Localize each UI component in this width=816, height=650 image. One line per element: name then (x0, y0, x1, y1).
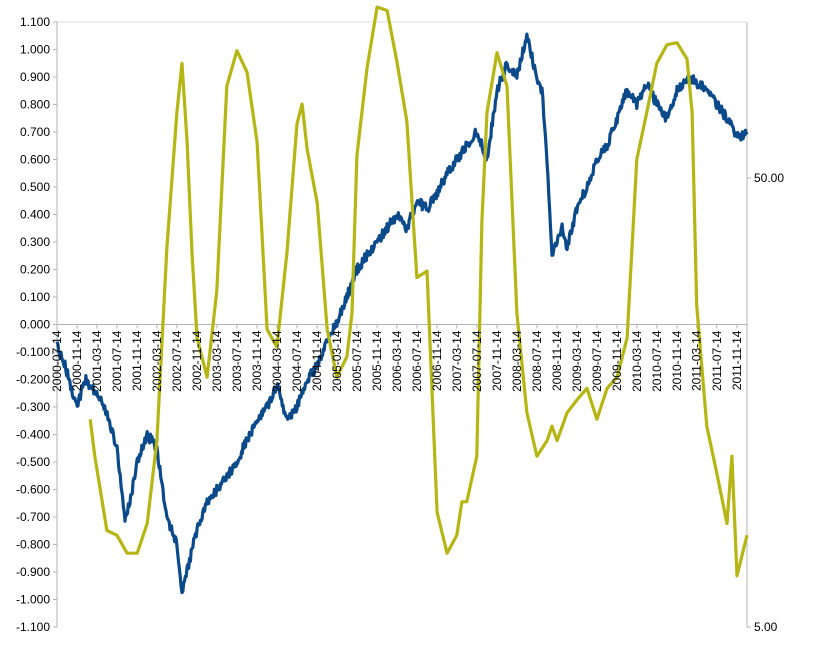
y-left-tick-label: 0.500 (20, 180, 50, 194)
x-tick-label: 2001-03-14 (90, 330, 104, 392)
x-tick-label: 2010-03-14 (630, 330, 644, 392)
y-left-tick-label: -1.100 (16, 620, 50, 634)
y-left-tick-label: 1.000 (20, 43, 50, 57)
y-left-tick-label: -0.400 (16, 428, 50, 442)
x-tick-label: 2005-07-14 (350, 330, 364, 392)
x-tick-label: 2008-11-14 (550, 330, 564, 391)
x-tick-label: 2006-11-14 (430, 330, 444, 391)
series-line-right-axis (88, 5, 749, 578)
x-tick-label: 2005-03-14 (330, 330, 344, 392)
x-tick-label: 2000-11-14 (70, 330, 84, 391)
y-left-tick-label: 0.100 (20, 290, 50, 304)
y-left-tick-label: 0.700 (20, 125, 50, 139)
x-tick-label: 2009-07-14 (590, 330, 604, 392)
x-tick-label: 2007-11-14 (490, 330, 504, 391)
y-left-tick-label: 0.400 (20, 208, 50, 222)
y-right-tick-label: 5.00 (754, 620, 778, 634)
x-tick-label: 2011-11-14 (730, 330, 744, 390)
y-left-tick-label: -0.700 (16, 510, 50, 524)
y-left-tick-label: -0.300 (16, 400, 50, 414)
x-tick-label: 2010-11-14 (670, 330, 684, 391)
y-left-tick-label: 0.200 (20, 263, 50, 277)
x-tick-label: 2000-07-14 (50, 330, 64, 392)
x-tick-label: 2008-03-14 (510, 330, 524, 392)
x-tick-label: 2006-03-14 (390, 330, 404, 392)
x-tick-label: 2011-03-14 (690, 330, 704, 391)
y-left-tick-label: -0.200 (16, 373, 50, 387)
x-tick-label: 2003-07-14 (230, 330, 244, 392)
y-left-tick-label: -0.100 (16, 345, 50, 359)
x-tick-label: 2009-11-14 (610, 330, 624, 391)
y-left-tick-label: 0.000 (20, 318, 50, 332)
axes-group (53, 21, 751, 628)
y-left-tick-label: -0.500 (16, 455, 50, 469)
series-layer (55, 5, 749, 595)
x-tick-label: 2001-11-14 (130, 330, 144, 391)
tick-labels: 1.100 1.000 0.900 0.800 0.700 0.600 0.500 0.400… (16, 15, 784, 634)
x-tick-label: 2004-07-14 (290, 330, 304, 392)
y-left-tick-label: 0.300 (20, 235, 50, 249)
y-left-tick-label: 1.100 (20, 15, 50, 29)
x-tick-label: 2006-07-14 (410, 330, 424, 392)
x-tick-label: 2003-11-14 (250, 330, 264, 391)
x-tick-label: 2007-03-14 (450, 330, 464, 392)
x-tick-label: 2004-03-14 (270, 330, 284, 392)
series-line-left-axis (55, 32, 749, 595)
x-tick-label: 2011-07-14 (710, 330, 724, 391)
y-left-tick-label: -0.600 (16, 483, 50, 497)
x-tick-label: 2009-03-14 (570, 330, 584, 392)
y-left-tick-label: 0.900 (20, 70, 50, 84)
x-tick-label: 2005-11-14 (370, 330, 384, 391)
y-left-tick-label: -0.900 (16, 565, 50, 579)
y-left-tick-label: 0.800 (20, 98, 50, 112)
x-tick-label: 2010-07-14 (650, 330, 664, 392)
y-left-tick-label: -0.800 (16, 538, 50, 552)
y-right-tick-label: 50.00 (754, 171, 784, 185)
y-left-tick-label: 0.600 (20, 153, 50, 167)
x-tick-label: 2004-11-14 (310, 330, 324, 391)
x-tick-label: 2008-07-14 (530, 330, 544, 392)
x-tick-label: 2001-07-14 (110, 330, 124, 392)
x-tick-label: 2002-03-14 (150, 330, 164, 392)
y-left-tick-label: -1.000 (16, 593, 50, 607)
x-tick-label: 2007-07-14 (470, 330, 484, 392)
x-tick-label: 2002-11-14 (190, 330, 204, 391)
x-tick-label: 2002-07-14 (170, 330, 184, 392)
x-tick-label: 2003-03-14 (210, 330, 224, 392)
